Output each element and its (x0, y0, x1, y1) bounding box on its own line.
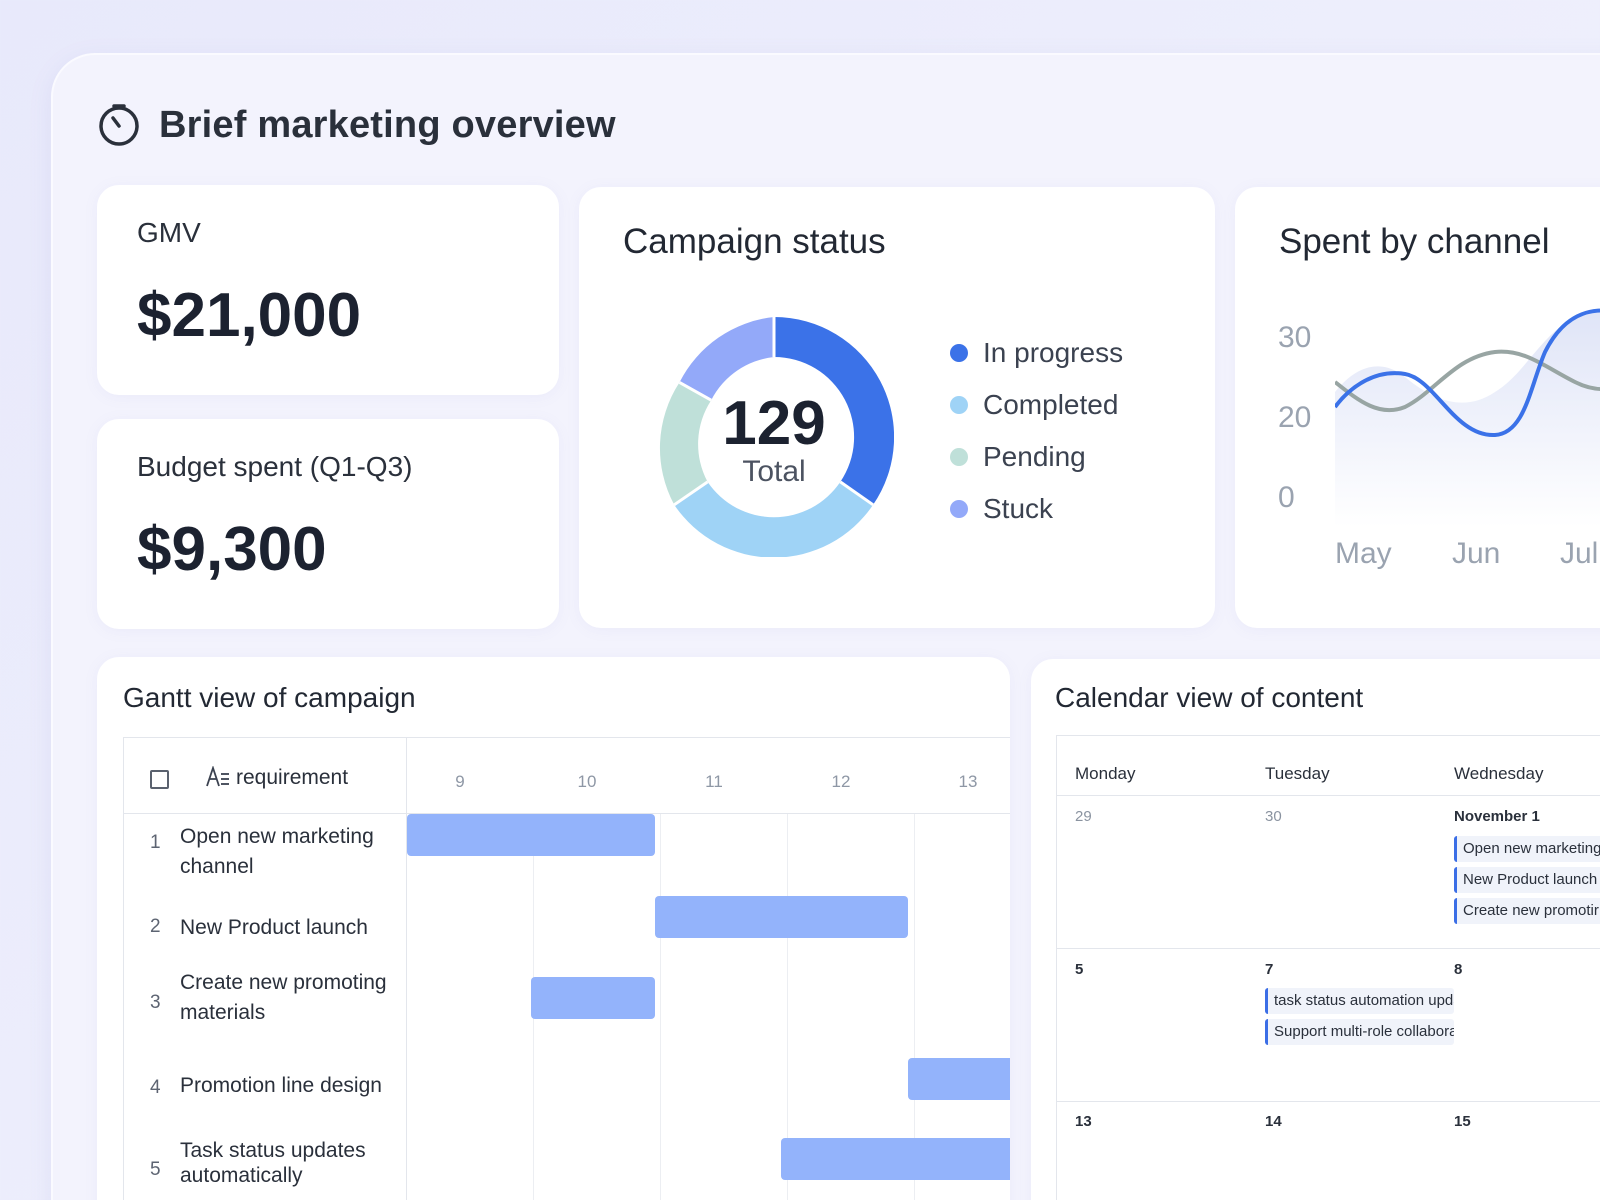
budget-value: $9,300 (137, 515, 327, 584)
page-header: Brief marketing overview (97, 103, 616, 147)
gantt-table: requirement 9 10 11 12 13 1 Open new mar… (123, 737, 1010, 1200)
legend-dot (950, 344, 968, 362)
gantt-bar[interactable] (655, 896, 908, 938)
campaign-status-legend: In progress Completed Pending Stuck (950, 327, 1123, 535)
legend-item-pending[interactable]: Pending (950, 431, 1123, 483)
dayname-tuesday: Tuesday (1265, 764, 1330, 783)
donut-segment-stuck (679, 317, 774, 401)
spent-area (1335, 309, 1600, 527)
row-text[interactable]: Open new marketing channel (180, 825, 374, 878)
calendar-date[interactable]: 14 (1265, 1113, 1282, 1130)
legend-label: Completed (983, 389, 1119, 420)
day-label: 13 (958, 772, 978, 791)
spent-line-chart (1335, 308, 1600, 527)
gantt-header: requirement 9 10 11 12 13 (124, 738, 1010, 814)
gantt-bar[interactable] (531, 977, 655, 1019)
donut-segment-in-progress (774, 317, 894, 505)
spent-by-channel-card[interactable]: Spent by channel 30 20 0 May Jun Jul (1235, 187, 1600, 628)
gmv-card[interactable]: GMV $21,000 (97, 185, 559, 395)
gantt-bar[interactable] (908, 1058, 1010, 1100)
calendar-date[interactable]: November 1 (1454, 808, 1540, 825)
row-number: 4 (150, 1077, 161, 1098)
calendar-date[interactable]: 13 (1075, 1113, 1092, 1130)
dayname-monday: Monday (1075, 764, 1136, 783)
spent-by-channel-title: Spent by channel (1279, 222, 1550, 261)
day-label: 11 (705, 772, 723, 791)
row-number: 2 (150, 916, 161, 937)
day-label: 10 (577, 772, 597, 791)
budget-card[interactable]: Budget spent (Q1-Q3) $9,300 (97, 419, 559, 629)
calendar-date[interactable]: 5 (1075, 961, 1084, 978)
donut-segment-pending (659, 382, 712, 505)
grid-line (914, 814, 915, 1200)
row-text[interactable]: Promotion line design (180, 1074, 382, 1097)
gantt-divider (406, 738, 407, 1200)
calendar-date[interactable]: 30 (1265, 808, 1282, 825)
legend-item-in-progress[interactable]: In progress (950, 327, 1123, 379)
campaign-status-donut (659, 317, 894, 557)
gantt-title: Gantt view of campaign (123, 682, 416, 713)
donut-segment-completed (674, 481, 874, 557)
row-number: 1 (150, 832, 161, 853)
legend-label: Pending (983, 441, 1086, 472)
grid-line (660, 814, 661, 1200)
donut-total-value: 129 (722, 389, 826, 458)
requirement-column-header[interactable]: requirement (236, 766, 349, 789)
calendar-card[interactable]: Calendar view of content Monday Tuesday … (1031, 659, 1600, 1200)
stopwatch-icon (99, 104, 139, 146)
calendar-date[interactable]: 29 (1075, 808, 1092, 825)
gantt-bar[interactable] (407, 814, 655, 856)
y-tick-20: 20 (1278, 401, 1312, 434)
series-line-blue (1335, 308, 1600, 438)
calendar-date[interactable]: 7 (1265, 961, 1274, 978)
calendar-title: Calendar view of content (1055, 682, 1364, 713)
legend-item-stuck[interactable]: Stuck (950, 483, 1123, 535)
gmv-value: $21,000 (137, 281, 362, 350)
legend-dot (950, 500, 968, 518)
gmv-label: GMV (137, 217, 201, 248)
series-line-gray (1335, 349, 1600, 413)
x-tick-may: May (1335, 537, 1392, 570)
calendar-event[interactable]: Create new promotir (1454, 898, 1600, 924)
calendar-date[interactable]: 15 (1454, 1113, 1471, 1130)
calendar-grid: Monday Tuesday Wednesday 29 30 November … (1056, 735, 1600, 1200)
budget-label: Budget spent (Q1-Q3) (137, 451, 413, 482)
campaign-status-card[interactable]: Campaign status 129 Total In progress Co… (579, 187, 1215, 628)
row-number: 5 (150, 1159, 161, 1180)
calendar-event[interactable]: New Product launch (1454, 867, 1600, 893)
row-text[interactable]: Task status updates automatically (180, 1139, 366, 1187)
gantt-bar[interactable] (781, 1138, 1010, 1180)
x-tick-jun: Jun (1452, 537, 1501, 570)
select-all-checkbox[interactable] (150, 770, 169, 789)
day-label: 9 (455, 772, 465, 791)
x-tick-jul: Jul (1560, 537, 1599, 570)
legend-label: Stuck (983, 493, 1054, 524)
calendar-divider (1057, 795, 1600, 796)
y-tick-30: 30 (1278, 321, 1312, 354)
gantt-card[interactable]: Gantt view of campaign requirement 9 10 … (97, 657, 1010, 1200)
dayname-wednesday: Wednesday (1454, 764, 1544, 783)
page-title: Brief marketing overview (159, 103, 616, 146)
legend-dot (950, 396, 968, 414)
legend-item-completed[interactable]: Completed (950, 379, 1123, 431)
calendar-date[interactable]: 8 (1454, 961, 1463, 978)
y-tick-0: 0 (1278, 481, 1295, 514)
day-label: 12 (831, 772, 851, 791)
legend-dot (950, 448, 968, 466)
row-text[interactable]: Create new promoting materials (180, 971, 387, 1024)
legend-label: In progress (983, 337, 1124, 368)
donut-center: 129 Total (674, 393, 874, 489)
calendar-divider (1057, 1101, 1600, 1102)
grid-line (787, 814, 788, 1200)
campaign-status-title: Campaign status (623, 222, 886, 261)
row-text[interactable]: New Product launch (180, 916, 368, 939)
donut-total-label: Total (742, 455, 806, 488)
calendar-event[interactable]: Support multi-role collabora (1265, 1019, 1454, 1045)
text-column-icon (206, 765, 230, 794)
calendar-event[interactable]: Open new marketing (1454, 836, 1600, 862)
calendar-event[interactable]: task status automation upda (1265, 988, 1454, 1014)
calendar-divider (1057, 948, 1600, 949)
row-number: 3 (150, 992, 161, 1013)
